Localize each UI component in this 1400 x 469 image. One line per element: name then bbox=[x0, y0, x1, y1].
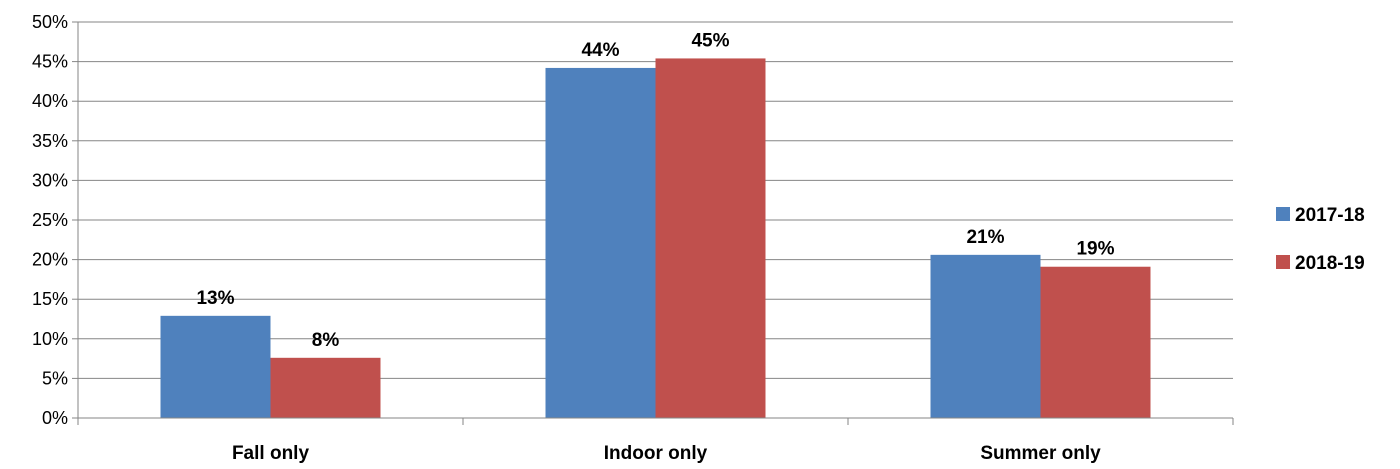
data-labels: 13% 8% 44% 45% 21% 19% bbox=[196, 30, 1114, 350]
data-label: 19% bbox=[1076, 239, 1114, 260]
bar-series bbox=[160, 58, 1151, 418]
y-tick-label: 20% bbox=[32, 250, 68, 270]
legend-label: 2018-19 bbox=[1295, 253, 1365, 274]
x-axis-category-labels: Fall only Indoor only Summer only bbox=[232, 443, 1101, 464]
data-label: 44% bbox=[581, 40, 619, 61]
legend: 2017-18 2018-19 bbox=[1276, 205, 1365, 274]
data-label: 21% bbox=[966, 227, 1004, 248]
y-tick-label: 25% bbox=[32, 210, 68, 230]
y-tick-label: 30% bbox=[32, 170, 68, 190]
bar-2018-19-summer-only bbox=[1040, 266, 1151, 418]
y-tick-label: 15% bbox=[32, 289, 68, 309]
data-label: 8% bbox=[312, 330, 340, 351]
bar-2017-18-indoor-only bbox=[545, 67, 656, 418]
data-label: 13% bbox=[196, 288, 234, 309]
category-label: Indoor only bbox=[604, 443, 708, 464]
bar-2017-18-fall-only bbox=[160, 315, 271, 418]
y-tick-label: 40% bbox=[32, 91, 68, 111]
category-label: Summer only bbox=[980, 443, 1101, 464]
legend-swatch bbox=[1276, 207, 1290, 221]
bar-2017-18-summer-only bbox=[930, 254, 1041, 418]
bar-2018-19-indoor-only bbox=[655, 58, 766, 418]
y-tick-label: 35% bbox=[32, 131, 68, 151]
y-tick-label: 45% bbox=[32, 52, 68, 72]
category-label: Fall only bbox=[232, 443, 310, 464]
legend-label: 2017-18 bbox=[1295, 205, 1365, 226]
y-tick-label: 0% bbox=[42, 408, 68, 428]
data-label: 45% bbox=[691, 30, 729, 51]
y-tick-label: 10% bbox=[32, 329, 68, 349]
y-tick-label: 50% bbox=[32, 12, 68, 32]
legend-swatch bbox=[1276, 255, 1290, 269]
y-axis-tick-labels: 0% 5% 10% 15% 20% 25% 30% 35% 40% 45% 50% bbox=[32, 12, 68, 428]
y-tick-label: 5% bbox=[42, 368, 68, 388]
bar-2018-19-fall-only bbox=[270, 357, 381, 418]
x-axis bbox=[77, 22, 1234, 425]
